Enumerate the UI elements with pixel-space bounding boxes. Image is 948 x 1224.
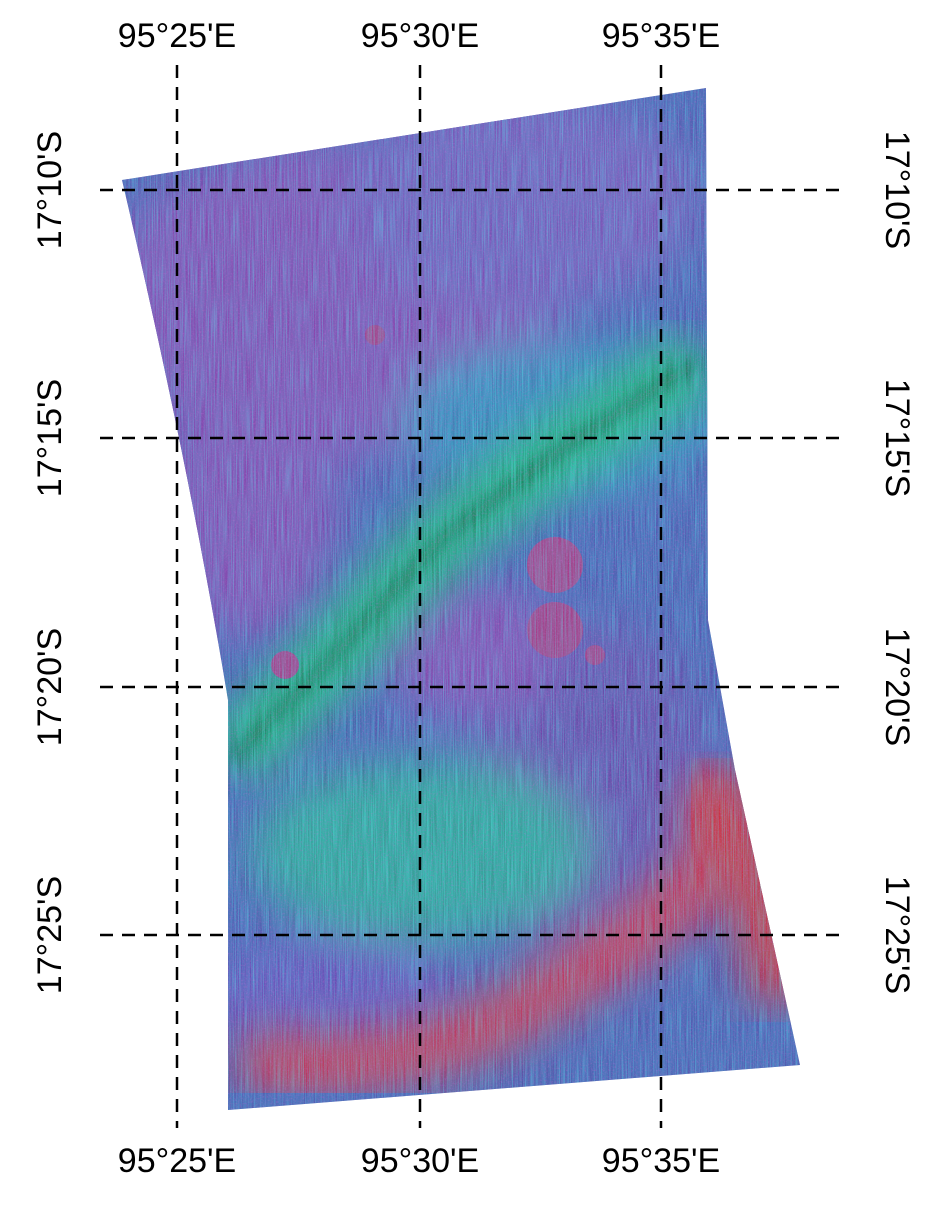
longitude-label: 95°35'E <box>602 1142 720 1180</box>
latitude-label: 17°15'S <box>878 379 916 497</box>
latitude-label: 17°15'S <box>31 379 69 497</box>
latitude-label: 17°10'S <box>31 131 69 249</box>
latitude-label: 17°25'S <box>878 876 916 994</box>
longitude-label: 95°25'E <box>118 17 236 55</box>
latitude-label: 17°20'S <box>878 628 916 746</box>
longitude-label: 95°35'E <box>602 17 720 55</box>
graticule <box>100 65 848 1128</box>
labels: 95°25'E 95°30'E 95°35'E 95°25'E 95°30'E … <box>31 17 916 1180</box>
latitude-label: 17°20'S <box>31 628 69 746</box>
latitude-label: 17°25'S <box>31 876 69 994</box>
longitude-label: 95°30'E <box>361 1142 479 1180</box>
longitude-label: 95°30'E <box>361 17 479 55</box>
longitude-label: 95°25'E <box>118 1142 236 1180</box>
latitude-label: 17°10'S <box>878 131 916 249</box>
false-color-image <box>122 88 800 1110</box>
